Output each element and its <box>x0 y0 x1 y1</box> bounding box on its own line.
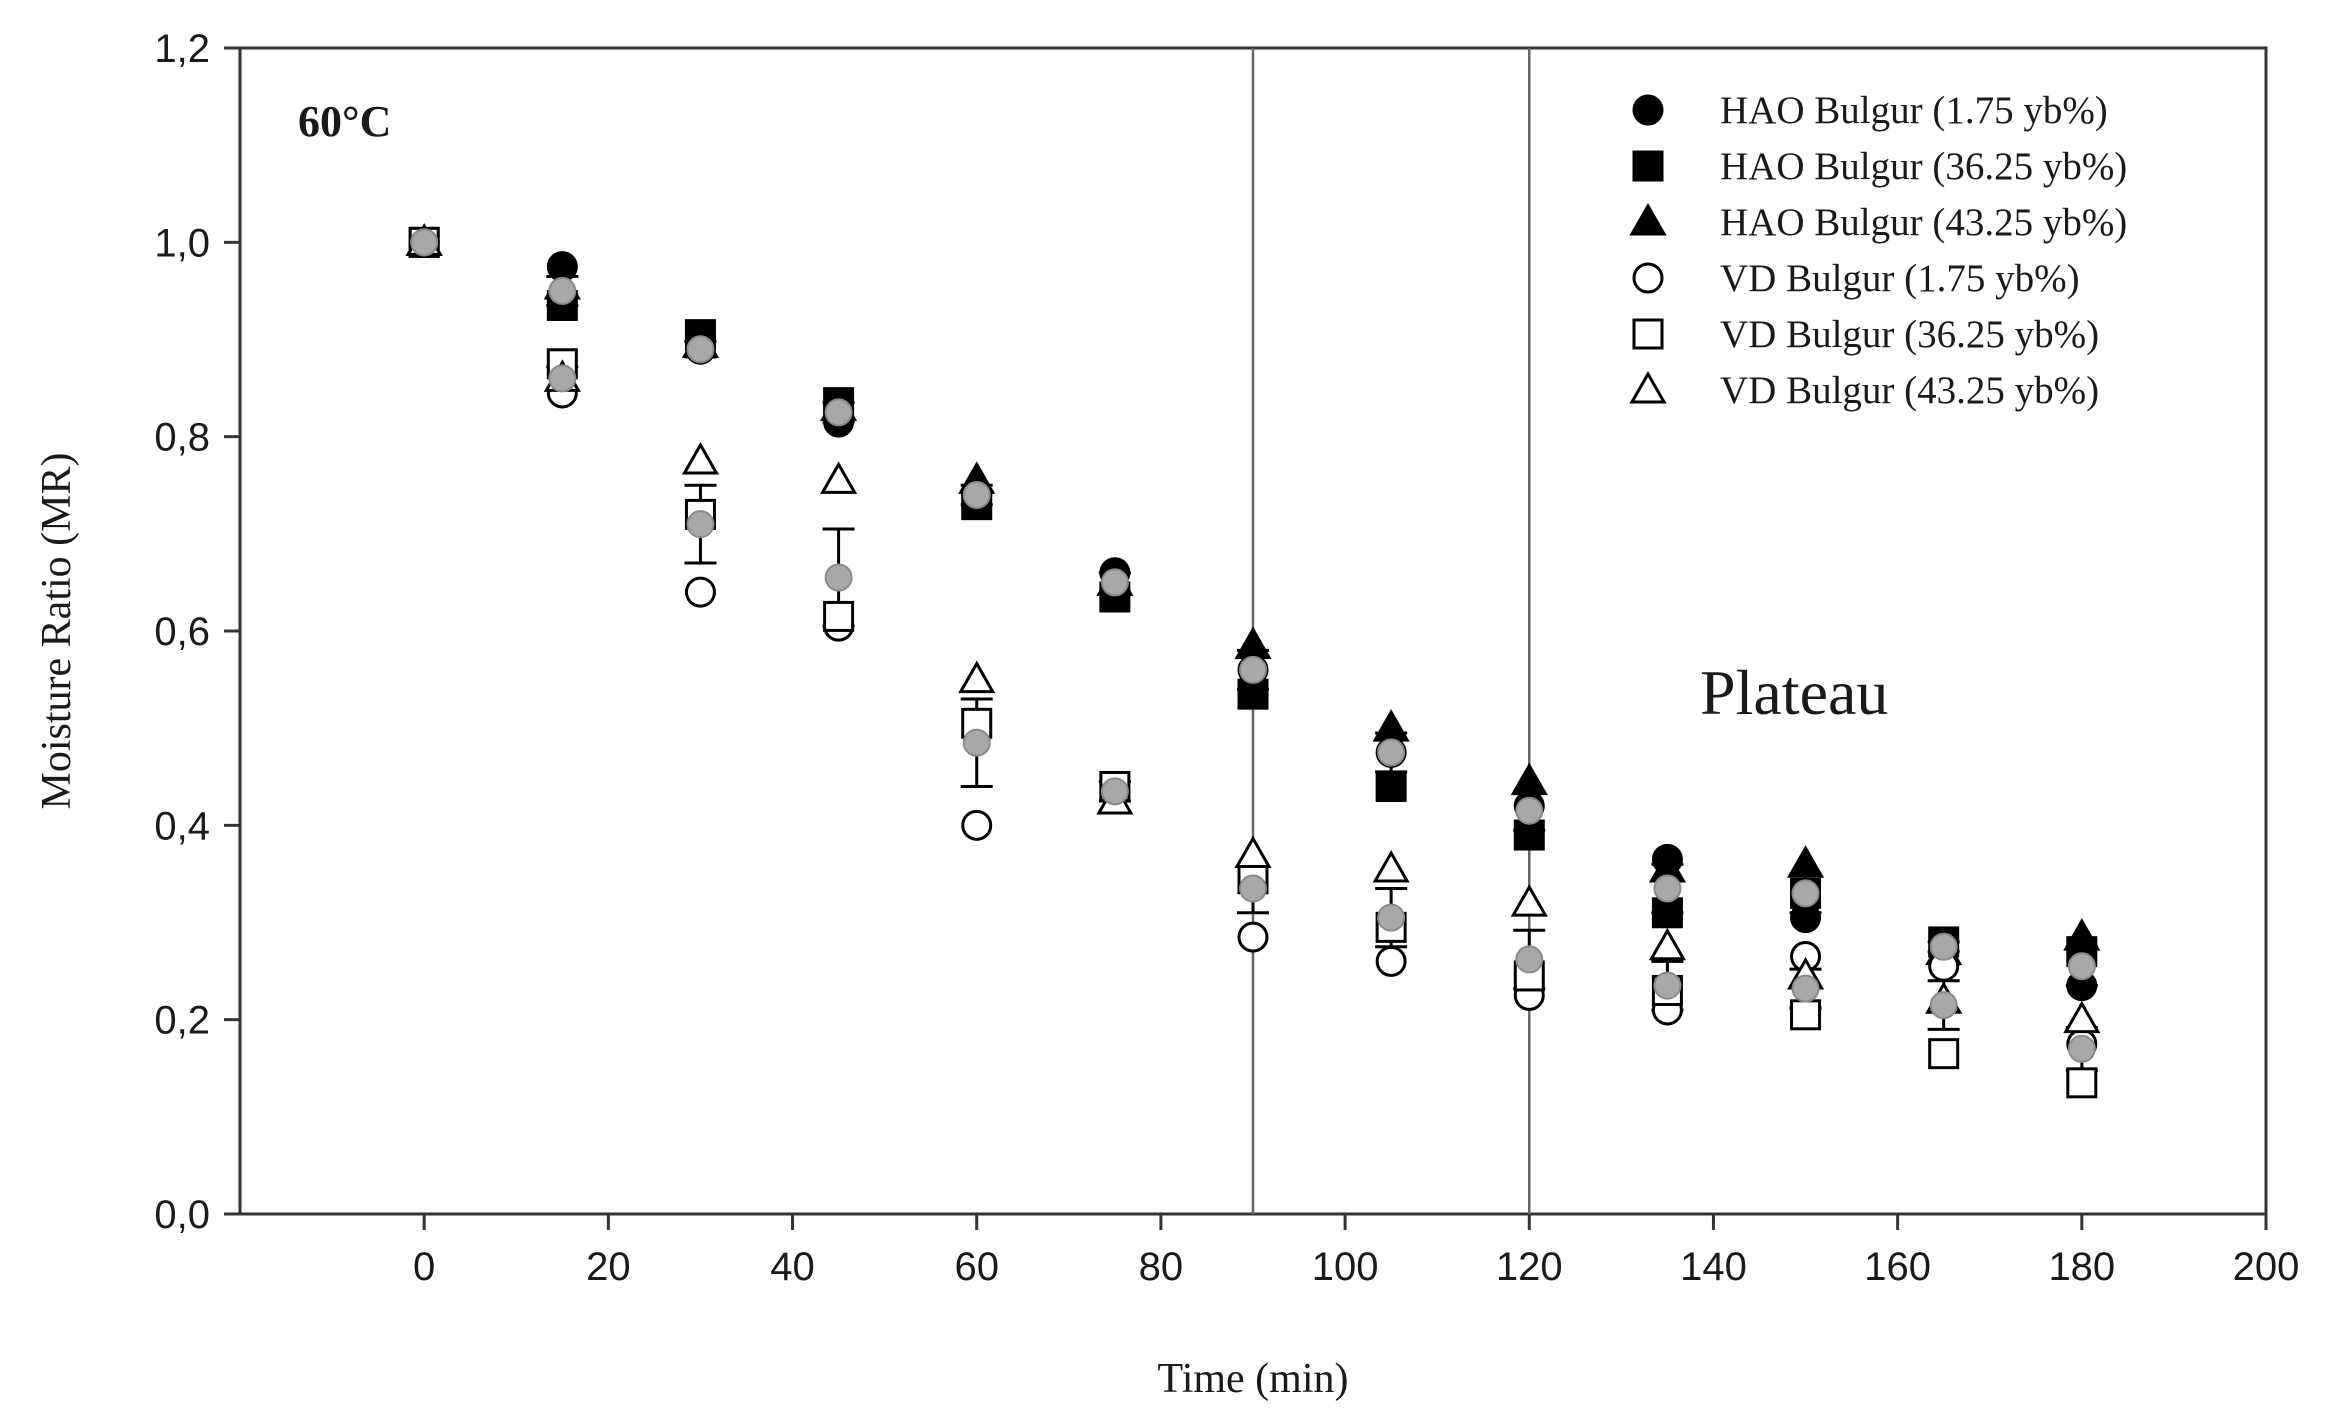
data-point-2 <box>1513 819 1545 851</box>
legend-marker <box>1629 370 1667 404</box>
legend-marker <box>1632 318 1664 350</box>
plateau-boundaries <box>1251 48 1531 1214</box>
x-tick-label: 100 <box>1312 1245 1379 1289</box>
legend-marker <box>1632 94 1664 126</box>
data-point-2 <box>1375 770 1407 802</box>
y-tick-label: 0,6 <box>154 610 210 654</box>
legend-label: VD Bulgur (1.75 yb%) <box>1720 257 2080 300</box>
data-point-2 <box>1237 678 1269 710</box>
legend-marker <box>1632 262 1664 294</box>
data-point-3 <box>2063 918 2101 951</box>
mean-point-1 <box>1239 655 1267 684</box>
data-point-3 <box>1234 626 1272 660</box>
data-point-6 <box>1510 884 1548 917</box>
mean-point-2 <box>824 563 853 592</box>
data-point-4 <box>1237 921 1269 953</box>
mean-point-2 <box>1515 945 1544 974</box>
legend-label: VD Bulgur (43.25 yb%) <box>1720 369 2099 412</box>
x-tick-label: 60 <box>954 1245 999 1289</box>
y-axis-title: Moisture Ratio (MR) <box>34 453 80 810</box>
legend-marker <box>1632 150 1664 182</box>
x-tick-label: 20 <box>586 1245 631 1289</box>
y-tick-label: 1,2 <box>154 27 210 71</box>
legend-label: HAO Bulgur (43.25 yb%) <box>1720 201 2127 244</box>
mean-point-1 <box>2067 952 2096 981</box>
data-point-5 <box>1928 1038 1960 1070</box>
data-point-6 <box>2063 1000 2101 1034</box>
mean-point-2 <box>1653 971 1682 1000</box>
y-tick-label: 1,0 <box>154 221 210 265</box>
legend-label: HAO Bulgur (1.75 yb%) <box>1720 89 2108 132</box>
legend-label: HAO Bulgur (36.25 yb%) <box>1720 145 2127 188</box>
mean-point-1 <box>1791 879 1820 908</box>
mean-point-1 <box>824 398 853 427</box>
mean-point-1 <box>1515 796 1544 825</box>
x-tick-label: 140 <box>1680 1245 1747 1289</box>
data-point-6 <box>1234 835 1272 868</box>
temperature-annotation: 60°C <box>298 97 391 146</box>
mean-point-1 <box>962 480 991 509</box>
y-axis: 0,0 0,2 0,4 0,6 0,8 1,0 1,2 <box>154 27 240 1237</box>
data-point-6 <box>820 461 858 494</box>
data-point-2 <box>1651 897 1683 929</box>
mean-point-2 <box>1377 903 1406 932</box>
x-tick-label: 120 <box>1496 1245 1563 1289</box>
x-tick-label: 80 <box>1139 1245 1184 1289</box>
mean-point-2 <box>962 728 991 757</box>
x-tick-label: 0 <box>413 1245 435 1289</box>
data-point-4 <box>684 576 716 608</box>
legend-label: VD Bulgur (36.25 yb%) <box>1720 313 2099 356</box>
y-tick-label: 0,0 <box>154 1193 210 1237</box>
data-point-6 <box>681 441 720 475</box>
legend-marker <box>1629 202 1667 236</box>
mean-point-1 <box>1653 874 1682 903</box>
x-tick-label: 40 <box>770 1245 815 1289</box>
data-point-6 <box>1372 850 1410 883</box>
data-point-3 <box>1510 762 1548 796</box>
data-markers <box>405 223 2101 1099</box>
mean-point-1 <box>1929 932 1958 961</box>
y-tick-label: 0,2 <box>154 999 210 1043</box>
data-point-3 <box>1372 709 1410 742</box>
data-point-5 <box>823 600 855 632</box>
x-axis-title: Time (min) <box>1158 1356 1349 1402</box>
mean-point-2 <box>2067 1034 2096 1063</box>
data-point-5 <box>2066 1067 2098 1099</box>
mean-point-1 <box>1377 738 1406 767</box>
legend: HAO Bulgur (1.75 yb%) HAO Bulgur (36.25 y… <box>1629 89 2127 412</box>
mean-point-2 <box>548 364 577 393</box>
mean-point-2 <box>1791 974 1820 1003</box>
x-tick-label: 180 <box>2048 1245 2115 1289</box>
mean-point-1 <box>548 276 577 305</box>
x-tick-label: 200 <box>2233 1245 2300 1289</box>
mean-point-2 <box>410 228 439 257</box>
mean-point-2 <box>1929 991 1958 1020</box>
x-tick-label: 160 <box>1864 1245 1931 1289</box>
data-point-6 <box>958 660 996 694</box>
mean-point-2 <box>1239 874 1267 903</box>
data-point-6 <box>1648 927 1686 961</box>
mean-point-1 <box>686 335 715 364</box>
mean-point-2 <box>686 510 715 539</box>
data-point-4 <box>1375 945 1407 977</box>
y-tick-label: 0,4 <box>154 804 210 848</box>
mean-point-2 <box>1100 777 1129 806</box>
mean-point-1 <box>1100 568 1129 597</box>
y-tick-label: 0,8 <box>154 416 210 460</box>
plateau-annotation: Plateau <box>1700 657 1888 728</box>
data-point-5 <box>1790 999 1822 1031</box>
x-axis: 0 20 40 60 80 100 120 140 160 180 200 <box>413 1214 2299 1289</box>
data-point-4 <box>961 809 993 841</box>
data-point-3 <box>1786 845 1825 878</box>
